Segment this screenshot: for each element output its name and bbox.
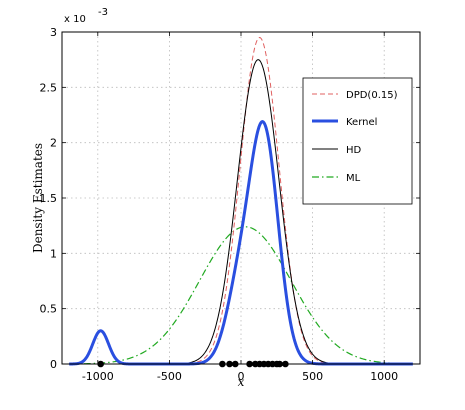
y-tick-label: 0.5	[40, 303, 58, 316]
legend-label-dpd-0-15: DPD(0.15)	[346, 90, 398, 101]
x-tick-label: -1000	[82, 370, 114, 383]
y-exponent-power: -3	[98, 7, 108, 18]
legend-label-kernel: Kernel	[346, 117, 377, 128]
y-tick-label: 1	[50, 247, 57, 260]
y-tick-label: 2	[50, 137, 57, 150]
y-exponent-label: x 10	[64, 14, 86, 25]
x-tick-label: -500	[157, 370, 182, 383]
x-tick-label: 1000	[370, 370, 398, 383]
y-tick-label: 3	[50, 26, 57, 39]
x-axis-title: x	[238, 375, 245, 389]
y-tick-label: 0	[50, 358, 57, 371]
legend-label-ml: ML	[346, 173, 361, 184]
y-tick-label: 1.5	[40, 192, 58, 205]
x-tick-label: 0	[238, 370, 245, 383]
x-axis-ticks: -1000 -500 0 500 1000	[82, 32, 398, 383]
legend-label-hd: HD	[346, 145, 362, 156]
y-tick-label: 2.5	[40, 81, 58, 94]
legend-box	[302, 77, 413, 205]
x-tick-label: 500	[302, 370, 323, 383]
legend: DPD(0.15) Kernel HD ML	[302, 77, 413, 205]
y-axis-ticks: 0 0.5 1 1.5 2 2.5 3	[40, 26, 420, 371]
y-axis-title: Density Estimates	[31, 143, 45, 253]
